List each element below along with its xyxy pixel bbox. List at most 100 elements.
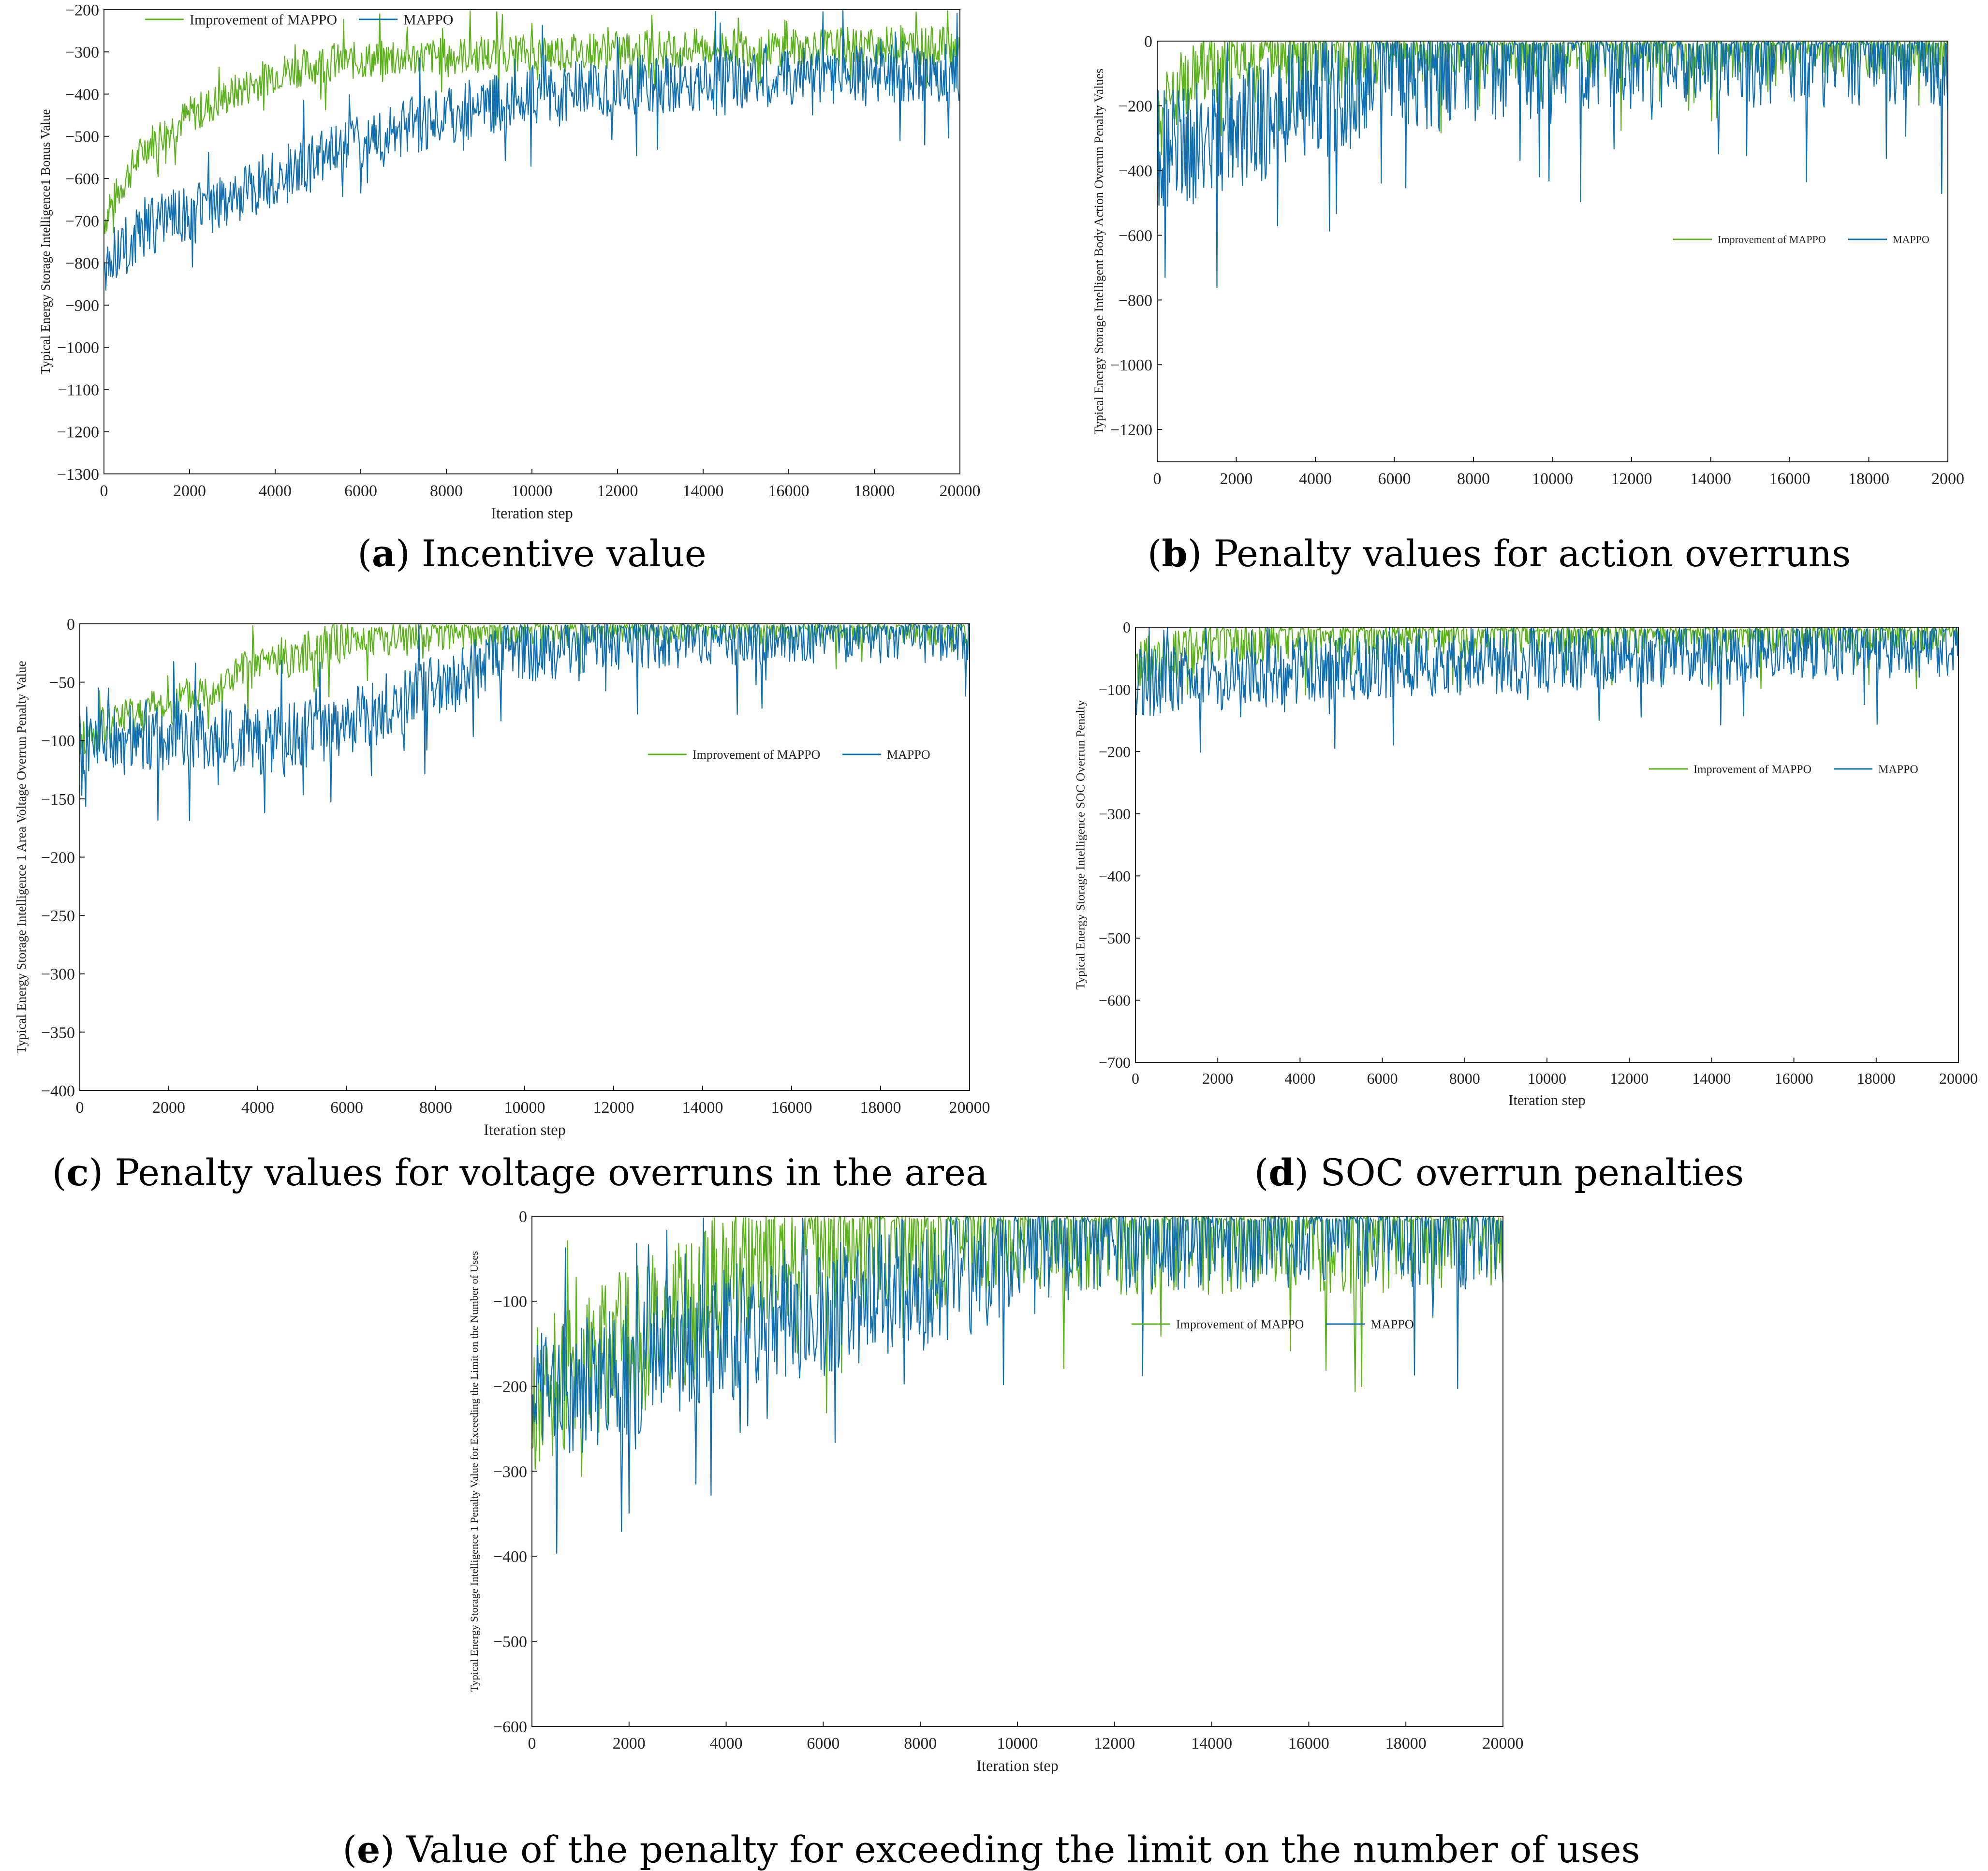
x-tick-label: 8000 xyxy=(1449,1070,1480,1087)
legend-label: Improvement of MAPPO xyxy=(1693,763,1811,776)
caption-letter: a xyxy=(371,532,396,575)
legend: Improvement of MAPPO MAPPO xyxy=(648,748,930,762)
legend-label: MAPPO xyxy=(887,748,930,762)
y-tick-label: −200 xyxy=(1119,98,1152,116)
x-tick-label: 8000 xyxy=(1457,470,1490,488)
x-tick-label: 16000 xyxy=(1288,1735,1329,1753)
x-tick-label: 12000 xyxy=(1094,1735,1135,1753)
y-tick-label: −100 xyxy=(1099,681,1131,698)
legend-label: MAPPO xyxy=(1370,1317,1414,1331)
y-tick-label: −700 xyxy=(1099,1054,1131,1071)
y-tick-label: −300 xyxy=(65,44,99,61)
x-tick-label: 2000 xyxy=(152,1099,185,1117)
x-tick-label: 4000 xyxy=(1299,470,1332,488)
caption-text: Incentive value xyxy=(421,532,707,575)
x-tick-label: 6000 xyxy=(1367,1070,1398,1087)
x-tick-label: 4000 xyxy=(241,1099,274,1117)
chart-e: 0 2000 4000 6000 8000 10000 12000 14000 16000 180… xyxy=(468,1208,1524,1774)
legend: Improvement of MAPPO MAPPO xyxy=(1649,763,1918,776)
y-tick-label: −250 xyxy=(41,907,75,925)
x-axis-label: Iteration step xyxy=(491,504,573,522)
x-tick-label: 16000 xyxy=(771,1099,812,1117)
x-tick-label: 6000 xyxy=(807,1735,839,1753)
x-tick-label: 14000 xyxy=(682,1099,723,1117)
x-tick-label: 16000 xyxy=(1775,1070,1813,1087)
y-tick-label: −300 xyxy=(1099,805,1131,823)
x-tick-label: 6000 xyxy=(1378,470,1411,488)
series-line-mappo xyxy=(79,623,970,821)
y-tick-label: −50 xyxy=(49,674,75,692)
caption-text: Value of the penalty for exceeding the l… xyxy=(406,1828,1640,1871)
y-tick-label: −500 xyxy=(1099,929,1131,947)
chart-b: 0 2000 4000 6000 8000 10000 12000 14000 16000 180… xyxy=(1092,33,1964,488)
x-tick-label: 4000 xyxy=(710,1735,743,1753)
legend-label: MAPPO xyxy=(1893,234,1929,246)
y-tick-label: −1200 xyxy=(57,424,99,442)
x-tick-label: 2000 xyxy=(1220,470,1253,488)
x-tick-label: 18000 xyxy=(1848,470,1889,488)
x-tick-label: 8000 xyxy=(419,1099,452,1117)
x-tick-label: 2000 xyxy=(1202,1070,1233,1087)
x-tick-label: 14000 xyxy=(683,482,724,500)
y-tick-label: −300 xyxy=(493,1463,527,1481)
legend: Improvement of MAPPO MAPPO xyxy=(145,12,453,28)
x-tick-label: 14000 xyxy=(1690,470,1731,488)
x-tick-label: 18000 xyxy=(860,1099,901,1117)
y-tick-label: −600 xyxy=(1119,227,1152,245)
legend-label: Improvement of MAPPO xyxy=(692,748,820,762)
x-tick-label: 6000 xyxy=(344,482,377,500)
y-tick-label: −150 xyxy=(41,791,75,809)
y-tick-label: −200 xyxy=(65,1,99,19)
caption-b: (b) Penalty values for action overruns xyxy=(1147,532,1851,575)
x-tick-label: 6000 xyxy=(330,1099,363,1117)
x-tick-label: 10000 xyxy=(997,1735,1038,1753)
caption-text: SOC overrun penalties xyxy=(1320,1151,1744,1194)
x-tick-label: 0 xyxy=(528,1735,536,1753)
caption-text: Penalty values for voltage overruns in t… xyxy=(115,1151,988,1194)
x-tick-label: 0 xyxy=(1132,1070,1139,1087)
y-axis-label: Typical Energy Storage Intelligent Body … xyxy=(1092,69,1106,435)
series-line-improvement-of-mappo xyxy=(531,1215,1504,1477)
y-tick-label: 0 xyxy=(1123,619,1131,636)
x-tick-label: 12000 xyxy=(1611,470,1652,488)
caption-letter: d xyxy=(1268,1151,1295,1194)
caption-a: (a) Incentive value xyxy=(357,532,707,575)
x-tick-label: 18000 xyxy=(1385,1735,1427,1753)
x-tick-label: 0 xyxy=(100,482,108,500)
x-tick-label: 4000 xyxy=(259,482,292,500)
y-tick-label: −800 xyxy=(65,255,99,273)
y-tick-label: −100 xyxy=(41,732,75,750)
y-axis-label: Typical Energy Storage Intelligence 1 Pe… xyxy=(468,1251,480,1692)
caption-letter: c xyxy=(66,1151,89,1194)
y-tick-label: −350 xyxy=(41,1024,75,1042)
y-tick-label: −200 xyxy=(493,1378,527,1396)
plot-frame xyxy=(1157,41,1948,462)
series-line-mappo xyxy=(1156,40,1949,288)
y-tick-label: −400 xyxy=(1099,867,1131,884)
x-tick-label: 0 xyxy=(1153,470,1162,488)
y-tick-label: −800 xyxy=(1119,292,1152,309)
x-tick-label: 0 xyxy=(76,1099,84,1117)
x-tick-label: 20000 xyxy=(1939,1070,1978,1087)
caption-e: (e) Value of the penalty for exceeding t… xyxy=(342,1828,1640,1871)
y-tick-label: −200 xyxy=(1099,743,1131,760)
legend: Improvement of MAPPO MAPPO xyxy=(1673,234,1929,246)
y-tick-label: −1300 xyxy=(57,466,99,484)
legend-label: Improvement of MAPPO xyxy=(190,12,337,28)
x-tick-label: 14000 xyxy=(1191,1735,1232,1753)
y-axis-label: Typical Energy Storage Intelligence1 Bon… xyxy=(38,109,53,374)
chart-d: 0 2000 4000 6000 8000 10000 12000 14000 16000 180… xyxy=(1073,619,1978,1108)
y-tick-label: −900 xyxy=(65,297,99,315)
chart-a: 0 2000 4000 6000 8000 10000 12000 14000 16000 180… xyxy=(38,1,981,522)
x-tick-label: 12000 xyxy=(597,482,638,500)
y-tick-label: −600 xyxy=(493,1718,527,1736)
x-tick-label: 18000 xyxy=(854,482,895,500)
x-tick-label: 14000 xyxy=(1692,1070,1731,1087)
legend-label: MAPPO xyxy=(1878,763,1918,776)
x-tick-label: 16000 xyxy=(1769,470,1811,488)
y-tick-label: −500 xyxy=(65,128,99,146)
y-tick-label: −300 xyxy=(41,966,75,984)
legend-label: MAPPO xyxy=(403,12,453,28)
y-tick-label: −700 xyxy=(65,212,99,230)
